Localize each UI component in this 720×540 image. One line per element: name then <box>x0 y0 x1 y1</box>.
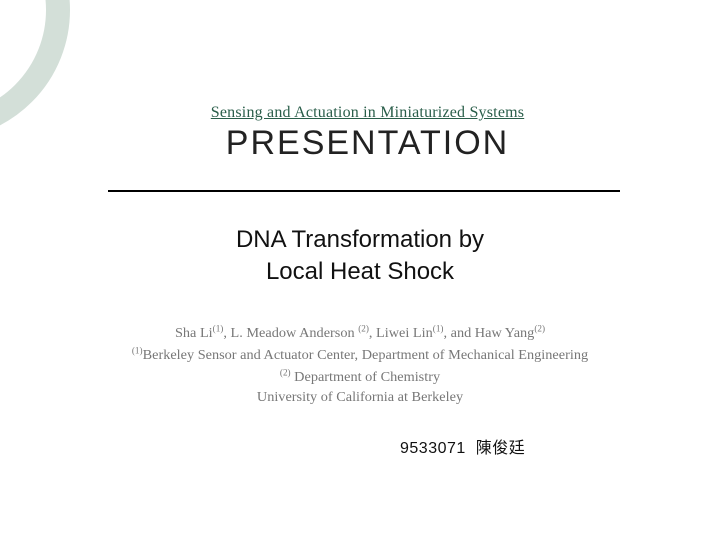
title-line-1: DNA Transformation by <box>236 226 484 253</box>
affil-sup: (1) <box>132 345 143 355</box>
affil-sup: (2) <box>358 323 369 333</box>
affiliation-text: Department of Chemistry <box>291 370 441 385</box>
authors-block: Sha Li(1), L. Meadow Anderson (2), Liwei… <box>0 322 720 408</box>
affil-sup: (2) <box>280 367 291 377</box>
student-name: 陳俊廷 <box>476 440 526 457</box>
affiliation-text: Berkeley Sensor and Actuator Center, Dep… <box>143 348 589 363</box>
author-name: , and Haw Yang <box>443 326 534 341</box>
horizontal-rule <box>108 190 620 192</box>
author-name: Sha Li <box>175 326 213 341</box>
presentation-label: PRESENTATION <box>135 124 600 163</box>
main-title: DNA Transformation by Local Heat Shock <box>0 224 720 289</box>
affil-sup: (1) <box>213 323 224 333</box>
header-block: Sensing and Actuation in Miniaturized Sy… <box>135 104 600 163</box>
affiliation-line-2: (2) Department of Chemistry <box>280 370 440 385</box>
author-name: , L. Meadow Anderson <box>223 326 358 341</box>
author-name: , Liwei Lin <box>369 326 433 341</box>
author-line-1: Sha Li(1), L. Meadow Anderson (2), Liwei… <box>175 326 545 341</box>
course-title: Sensing and Actuation in Miniaturized Sy… <box>135 104 600 122</box>
student-id: 9533071 <box>400 440 466 457</box>
affiliation-line-1: (1)Berkeley Sensor and Actuator Center, … <box>132 348 588 363</box>
affil-sup: (2) <box>534 323 545 333</box>
affiliation-line-3: University of California at Berkeley <box>257 390 463 405</box>
title-line-2: Local Heat Shock <box>266 258 454 285</box>
student-info: 9533071 陳俊廷 <box>400 434 525 458</box>
decorative-arc <box>0 0 70 140</box>
affil-sup: (1) <box>433 323 444 333</box>
